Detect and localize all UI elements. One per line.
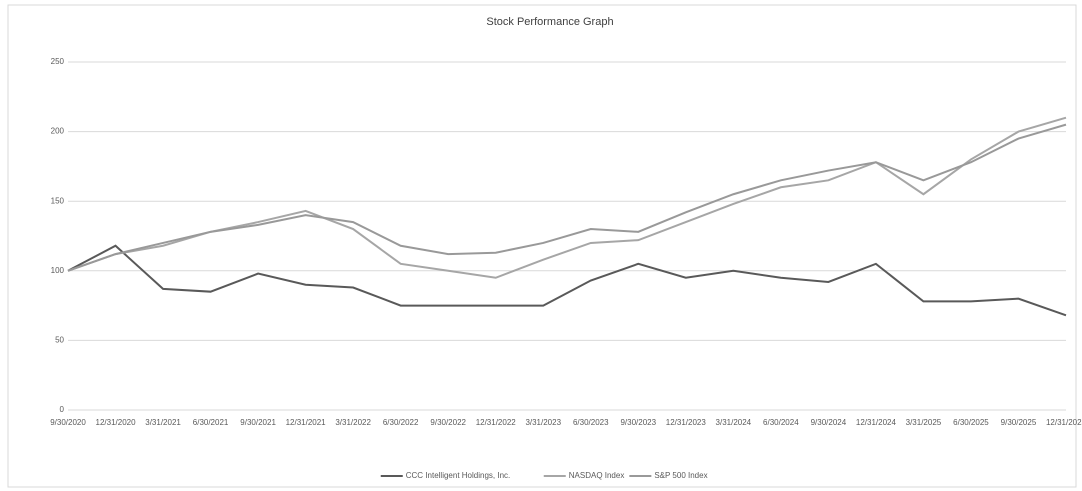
x-tick-label: 9/30/2025	[1001, 418, 1037, 427]
chart-frame	[7, 4, 1077, 488]
series-line	[67, 116, 1067, 279]
legend-label: NASDAQ Index	[569, 471, 625, 480]
x-tick-label: 6/30/2022	[383, 418, 419, 427]
y-tick-label: 50	[55, 336, 64, 345]
x-tick-label: 3/31/2022	[335, 418, 371, 427]
x-tick-label: 9/30/2021	[240, 418, 276, 427]
x-tick-label: 12/31/2022	[476, 418, 517, 427]
x-tick-label: 9/30/2024	[811, 418, 847, 427]
legend-label: S&P 500 Index	[654, 471, 707, 480]
x-tick-label: 3/31/2021	[145, 418, 181, 427]
x-tick-label: 6/30/2025	[953, 418, 989, 427]
x-tick-label: 9/30/2022	[430, 418, 466, 427]
y-tick-label: 200	[51, 127, 65, 136]
y-tick-label: 0	[60, 405, 65, 414]
y-tick-label: 250	[51, 57, 65, 66]
series-line	[67, 123, 1067, 272]
x-tick-label: 9/30/2023	[620, 418, 656, 427]
x-tick-label: 12/31/2020	[96, 418, 137, 427]
x-tick-label: 12/31/2025	[1046, 418, 1082, 427]
x-tick-label: 12/31/2024	[856, 418, 897, 427]
x-tick-label: 3/31/2025	[906, 418, 942, 427]
x-tick-label: 6/30/2021	[193, 418, 229, 427]
y-tick-label: 100	[51, 266, 65, 275]
chart-title: Stock Performance Graph	[486, 16, 613, 28]
x-tick-label: 9/30/2020	[50, 418, 86, 427]
x-tick-label: 3/31/2023	[525, 418, 561, 427]
x-tick-label: 12/31/2023	[666, 418, 707, 427]
legend-label: CCC Intelligent Holdings, Inc.	[406, 471, 511, 480]
y-tick-label: 150	[51, 196, 65, 205]
x-tick-label: 6/30/2023	[573, 418, 609, 427]
x-tick-label: 12/31/2021	[286, 418, 327, 427]
x-tick-label: 6/30/2024	[763, 418, 799, 427]
x-tick-label: 3/31/2024	[716, 418, 752, 427]
series-line	[67, 244, 1067, 317]
